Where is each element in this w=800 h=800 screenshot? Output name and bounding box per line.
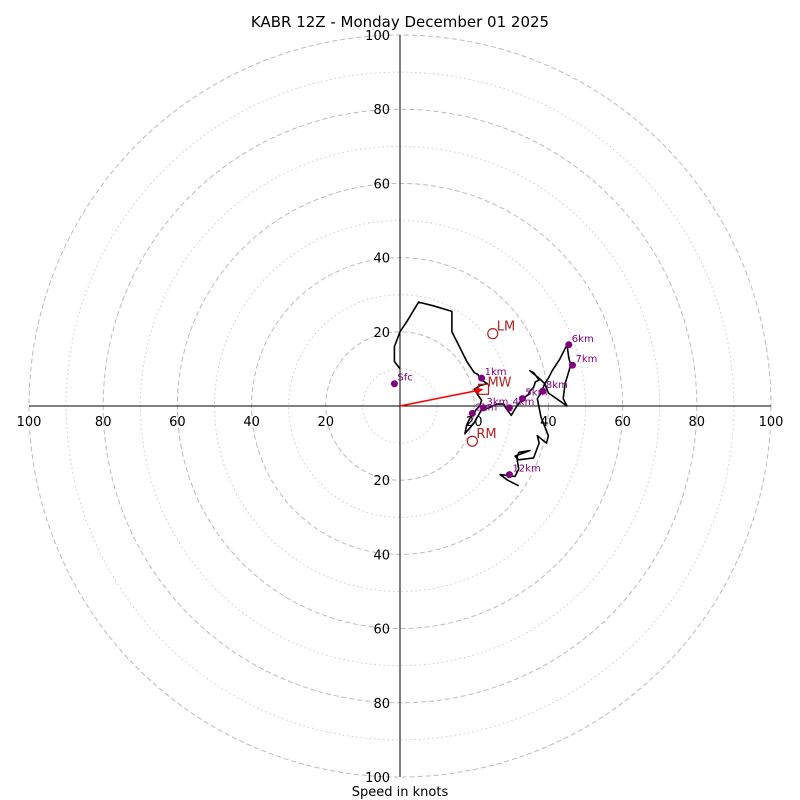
tick-top-40: 40 [373, 252, 390, 267]
storm-motion-markers: LM MW RM [466, 320, 515, 447]
tick-bottom-40: 40 [373, 548, 390, 563]
height-marker-7km [569, 361, 577, 369]
tick-right-80: 80 [689, 415, 706, 430]
height-label-12km: 12km [512, 464, 540, 475]
chart-title: KABR 12Z - Monday December 01 2025 [251, 13, 549, 31]
height-label-sfc: Sfc [397, 373, 412, 384]
height-marker-12km [505, 471, 513, 479]
mean-wind-vector [399, 390, 476, 407]
height-marker-sfc [390, 380, 398, 388]
tick-bottom-100: 100 [365, 771, 390, 786]
storm-motion-marker-rm [466, 435, 478, 447]
height-marker-4km [505, 404, 513, 412]
height-markers: Sfc1km2km3km4km5km6km7km8km12km [390, 334, 598, 479]
storm-motion-label-rm: RM [476, 427, 496, 442]
x-axis-label: Speed in knots [352, 785, 449, 800]
storm-motion-marker-lm [487, 328, 499, 340]
height-label-5km: 5km [525, 388, 547, 399]
tick-bottom-60: 60 [373, 623, 390, 638]
tick-left-20: 20 [318, 415, 335, 430]
tick-right-100: 100 [759, 415, 784, 430]
tick-left-80: 80 [95, 415, 112, 430]
tick-left-60: 60 [169, 415, 186, 430]
tick-top-20: 20 [373, 326, 390, 341]
height-label-8km: 8km [546, 380, 568, 391]
tick-bottom-20: 20 [373, 474, 390, 489]
tick-top-60: 60 [373, 177, 390, 192]
height-marker-5km [518, 395, 526, 403]
height-marker-6km [565, 341, 573, 349]
height-marker-2km [468, 409, 476, 417]
height-label-1km: 1km [485, 367, 507, 378]
tick-bottom-80: 80 [373, 697, 390, 712]
storm-motion-label-mw: MW [487, 375, 511, 390]
height-marker-8km [539, 387, 547, 395]
height-marker-3km [479, 404, 487, 412]
tick-top-80: 80 [373, 103, 390, 118]
height-label-7km: 7km [576, 354, 598, 365]
tick-left-40: 40 [243, 415, 260, 430]
tick-right-60: 60 [614, 415, 631, 430]
mean-wind-arrowhead [474, 387, 484, 395]
tick-labels: 100 80 60 40 20 20 40 60 80 100100806040202040608… [17, 29, 784, 786]
tick-top-100: 100 [365, 29, 390, 44]
height-label-6km: 6km [572, 334, 594, 345]
tick-left-100: 100 [17, 415, 42, 430]
height-label-4km: 4km [512, 397, 534, 408]
storm-motion-marker-mw [477, 383, 490, 395]
hodograph-trace [393, 301, 572, 487]
height-marker-1km [478, 374, 486, 382]
storm-motion-label-lm: LM [497, 320, 515, 335]
height-label-3km: 3km [486, 397, 508, 408]
